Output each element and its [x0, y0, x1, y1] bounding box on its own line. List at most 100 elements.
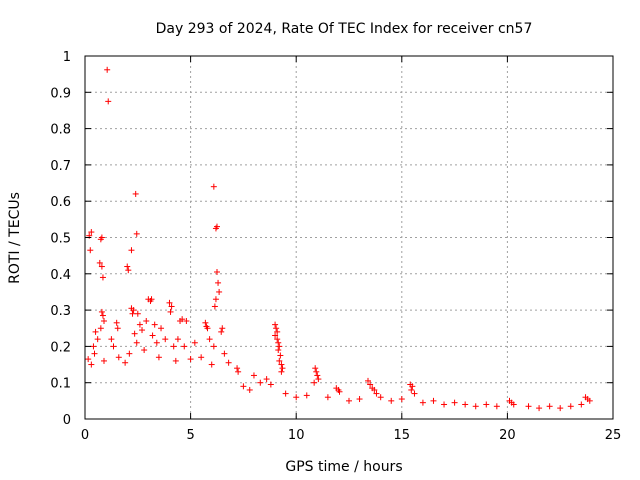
data-point	[98, 263, 105, 270]
data-point	[235, 368, 242, 375]
data-point	[204, 325, 211, 332]
data-point	[525, 403, 532, 410]
data-point	[129, 310, 136, 317]
data-point	[211, 303, 218, 310]
data-point	[279, 365, 286, 372]
data-point	[113, 319, 120, 326]
y-tick-label: 0.7	[50, 159, 71, 174]
y-tick-label: 0.3	[50, 304, 71, 319]
data-point	[134, 310, 141, 317]
data-point	[250, 372, 257, 379]
data-point	[246, 386, 253, 393]
data-point	[276, 357, 283, 364]
data-point	[293, 394, 300, 401]
y-tick-label: 0.8	[50, 123, 71, 138]
data-point	[315, 376, 322, 383]
data-point	[493, 403, 500, 410]
data-point	[206, 336, 213, 343]
data-point	[172, 357, 179, 364]
data-point	[151, 321, 158, 328]
data-point	[174, 336, 181, 343]
data-point	[181, 343, 188, 350]
data-point	[225, 359, 232, 366]
data-point	[578, 401, 585, 408]
data-point	[303, 392, 310, 399]
data-point	[430, 397, 437, 404]
data-point	[130, 307, 137, 314]
data-point	[567, 403, 574, 410]
data-point	[215, 279, 222, 286]
data-point	[267, 381, 274, 388]
data-point	[314, 372, 321, 379]
data-point	[149, 332, 156, 339]
data-point	[96, 259, 103, 266]
data-point	[110, 343, 117, 350]
data-point	[133, 339, 140, 346]
data-point	[141, 347, 148, 354]
data-point	[133, 230, 140, 237]
data-point	[240, 383, 247, 390]
data-point	[419, 399, 426, 406]
data-point	[158, 325, 165, 332]
y-tick-label: 1	[63, 50, 71, 65]
data-point	[367, 381, 374, 388]
data-point	[483, 401, 490, 408]
data-points	[85, 66, 593, 412]
data-point	[356, 396, 363, 403]
data-point	[365, 377, 372, 384]
data-point	[187, 356, 194, 363]
data-point	[346, 397, 352, 404]
data-point	[557, 405, 564, 412]
data-point	[212, 225, 219, 232]
data-point	[198, 354, 205, 361]
data-point	[122, 359, 129, 366]
data-point	[162, 336, 169, 343]
data-point	[275, 339, 282, 346]
data-point	[125, 267, 132, 274]
data-point	[126, 350, 133, 357]
plot-frame	[84, 55, 614, 420]
data-point	[221, 350, 228, 357]
data-point	[398, 396, 405, 403]
data-point	[131, 330, 138, 337]
data-point	[99, 274, 106, 281]
data-point	[276, 343, 283, 350]
axis-ticks: 0 5 10 15 20 25 0 0.1 0.2 0.3 0.4 0.5 0.6 0.7 0.8 0.9 1	[50, 50, 621, 443]
y-tick-label: 0.4	[50, 268, 71, 283]
data-point	[510, 401, 517, 408]
data-point	[128, 247, 135, 254]
data-point	[143, 317, 150, 324]
data-point	[136, 321, 143, 328]
data-point	[148, 296, 155, 303]
data-point	[153, 339, 160, 346]
data-point	[208, 361, 215, 368]
data-point	[99, 312, 106, 319]
data-point	[114, 325, 121, 332]
data-point	[88, 229, 95, 236]
data-point	[586, 397, 593, 404]
data-point	[202, 319, 209, 326]
data-point	[132, 190, 139, 197]
chart-title: Day 293 of 2024, Rate Of TEC Index for r…	[156, 21, 533, 37]
data-point	[91, 350, 98, 357]
data-point	[324, 394, 331, 401]
x-axis-label: GPS time / hours	[285, 459, 402, 475]
data-point	[462, 401, 469, 408]
data-point	[166, 299, 173, 306]
data-point	[472, 403, 479, 410]
data-point	[411, 390, 418, 397]
x-tick-label: 10	[288, 428, 305, 443]
data-point	[409, 383, 416, 390]
data-point	[311, 379, 318, 386]
grid	[85, 56, 613, 419]
data-point	[441, 401, 448, 408]
data-point	[97, 236, 104, 243]
x-tick-label: 25	[605, 428, 622, 443]
data-point	[170, 343, 177, 350]
data-point	[278, 361, 285, 368]
data-point	[272, 321, 279, 328]
x-tick-label: 15	[394, 428, 411, 443]
data-point	[108, 336, 115, 343]
data-point	[373, 390, 380, 397]
